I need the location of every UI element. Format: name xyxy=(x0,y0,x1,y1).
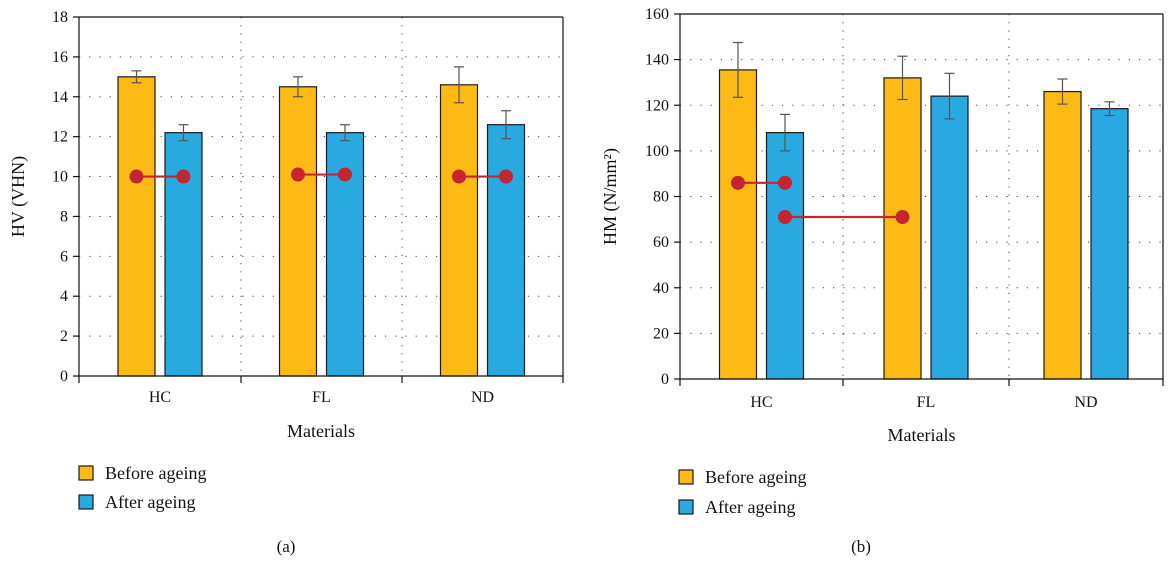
significance-dot xyxy=(129,169,144,184)
y-tick-label: 60 xyxy=(653,234,669,251)
x-tick-label-hc: HC xyxy=(149,389,171,406)
bar-after-nd xyxy=(486,124,526,377)
x-tick-label-hc: HC xyxy=(750,394,772,411)
y-tick-label: 16 xyxy=(52,49,68,66)
y-tick-label: 6 xyxy=(60,248,68,265)
panel-caption: (a) xyxy=(277,537,296,556)
y-tick-label: 2 xyxy=(60,328,68,345)
x-axis-label: Materials xyxy=(287,421,355,441)
legend-swatch-after xyxy=(678,499,694,515)
panel-a-hardness-vickers: 0 2 4 6 8 10 12 14 16 18 HC FL ND Materials HV (VHN) Be… xyxy=(8,9,564,556)
bar-before-hc xyxy=(718,69,758,380)
significance-dot xyxy=(338,167,352,182)
y-tick-label: 4 xyxy=(60,288,68,305)
x-axis-label: Materials xyxy=(888,425,956,445)
bar-after-nd xyxy=(1090,108,1129,380)
y-tick-label: 14 xyxy=(52,89,68,106)
x-tick-label-nd: ND xyxy=(1074,394,1097,411)
legend-swatch-before xyxy=(78,465,94,481)
y-axis-label: HV (VHN) xyxy=(8,156,29,237)
y-tick-label: 8 xyxy=(60,208,68,225)
legend-swatch-after xyxy=(78,494,94,510)
panel-caption: (b) xyxy=(851,537,871,556)
significance-dot xyxy=(452,169,466,184)
bar-before-fl xyxy=(883,77,922,380)
panel-b-hardness-martens: 0 20 40 60 80 100 120 140 160 HC FL ND Materials HM (… xyxy=(600,6,1164,556)
x-tick-label-fl: FL xyxy=(917,394,936,411)
significance-dot xyxy=(778,210,792,225)
significance-dot xyxy=(291,167,305,182)
significance-dot xyxy=(778,175,792,190)
y-tick-label: 12 xyxy=(52,129,68,146)
bar-after-hc xyxy=(164,132,203,377)
legend-label-after: After ageing xyxy=(705,497,795,517)
bar-after-hc xyxy=(765,132,805,380)
legend-label-before: Before ageing xyxy=(105,463,206,483)
y-tick-label: 120 xyxy=(645,97,669,114)
y-axis-label: HM (N/mm²) xyxy=(600,148,621,245)
legend-swatch-before xyxy=(678,469,694,485)
y-tick-label: 18 xyxy=(52,9,68,26)
bar-after-fl xyxy=(930,95,969,380)
significance-dot xyxy=(499,169,513,184)
bar-before-nd xyxy=(1043,90,1082,380)
significance-dot xyxy=(176,169,191,184)
legend-label-after: After ageing xyxy=(105,492,195,512)
y-tick-label: 80 xyxy=(653,189,669,206)
y-tick-label: 20 xyxy=(653,325,669,342)
legend-label-before: Before ageing xyxy=(705,467,806,487)
bar-before-nd xyxy=(439,84,479,377)
y-tick-label: 140 xyxy=(645,52,669,69)
significance-dot xyxy=(731,175,745,190)
bar-before-hc xyxy=(117,76,156,377)
x-tick-label-fl: FL xyxy=(312,389,331,406)
bar-before-fl xyxy=(278,86,318,377)
y-tick-label: 0 xyxy=(661,371,669,388)
y-tick-label: 0 xyxy=(60,368,68,385)
y-tick-label: 10 xyxy=(52,169,68,186)
y-tick-label: 160 xyxy=(645,6,669,23)
x-tick-label-nd: ND xyxy=(471,389,494,406)
significance-dot xyxy=(895,210,910,225)
y-tick-label: 100 xyxy=(645,143,669,160)
y-tick-label: 40 xyxy=(653,280,669,297)
